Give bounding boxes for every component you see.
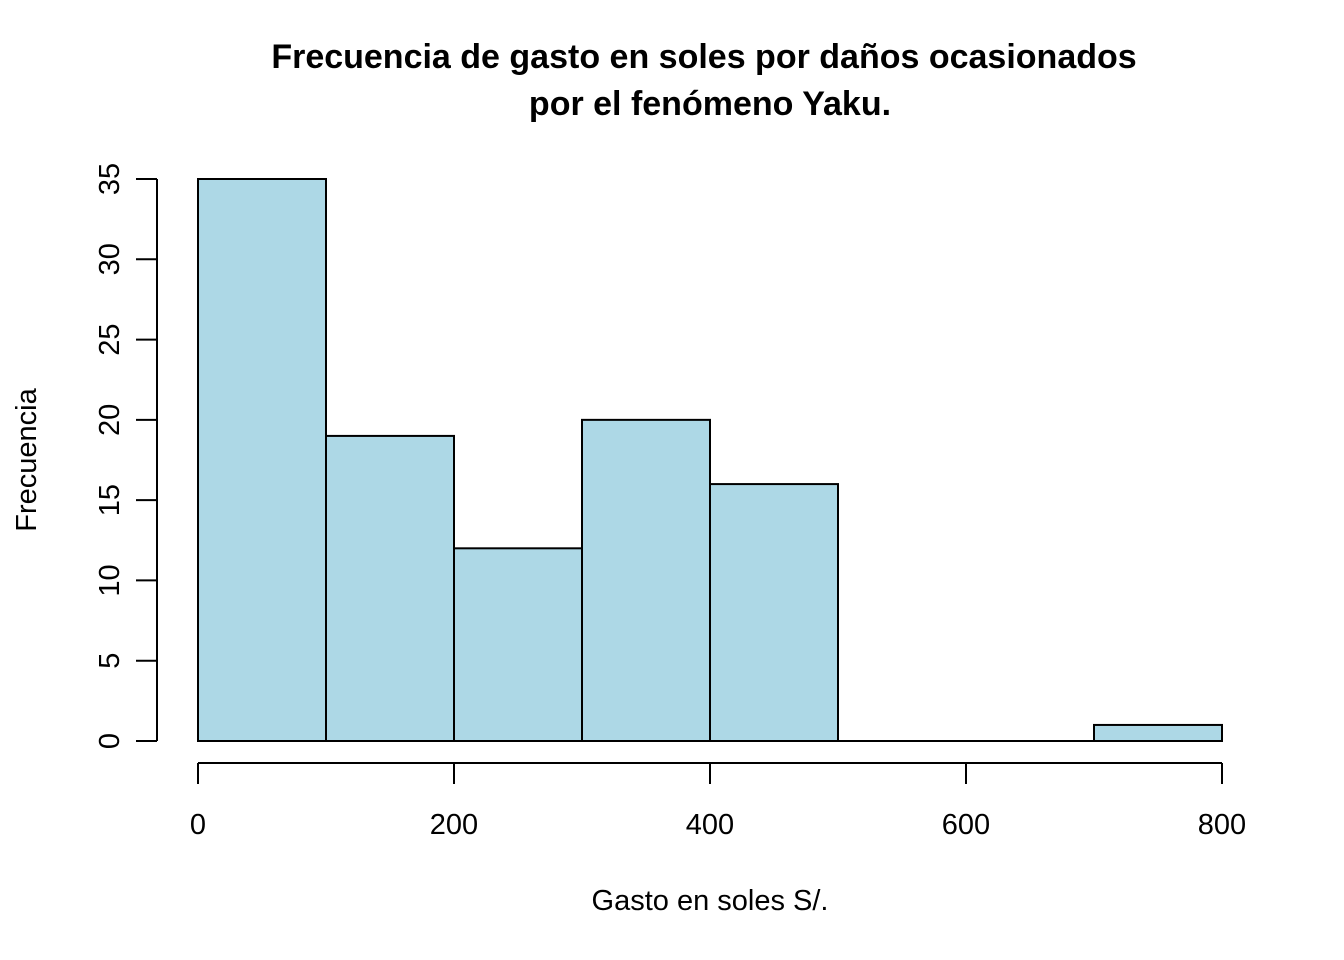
histogram-bar-7 <box>1093 723 1223 743</box>
y-tick-label-3: 15 <box>94 484 126 516</box>
histogram-bar-2 <box>453 547 583 742</box>
y-tick-label-7: 35 <box>94 163 126 195</box>
x-tick-label-2: 400 <box>686 809 734 841</box>
y-axis-label: Frecuencia <box>11 387 43 531</box>
y-axis: 0 5 10 15 20 25 30 35 <box>94 163 158 749</box>
chart-title-line-2: por el fenómeno Yaku. <box>529 85 891 123</box>
x-axis: 0 200 400 600 800 <box>190 762 1246 841</box>
y-tick-label-2: 10 <box>94 564 126 596</box>
histogram-bars <box>197 178 1223 743</box>
x-tick-label-3: 600 <box>942 809 990 841</box>
chart-title: Frecuencia de gasto en soles por daños o… <box>271 38 1136 123</box>
histogram-bar-4 <box>709 483 839 742</box>
y-tick-label-4: 20 <box>94 404 126 436</box>
histogram-bar-3 <box>581 418 711 742</box>
histogram-bar-1 <box>325 434 455 742</box>
x-tick-label-0: 0 <box>190 809 206 841</box>
histogram-bar-0 <box>197 178 327 742</box>
y-tick-label-0: 0 <box>94 733 126 749</box>
chart-title-line-1: Frecuencia de gasto en soles por daños o… <box>271 38 1136 76</box>
x-axis-label: Gasto en soles S/. <box>592 885 829 917</box>
x-tick-label-1: 200 <box>430 809 478 841</box>
y-tick-label-5: 25 <box>94 323 126 355</box>
x-tick-label-4: 800 <box>1198 809 1246 841</box>
y-tick-label-1: 5 <box>94 653 126 669</box>
y-tick-label-6: 30 <box>94 243 126 275</box>
